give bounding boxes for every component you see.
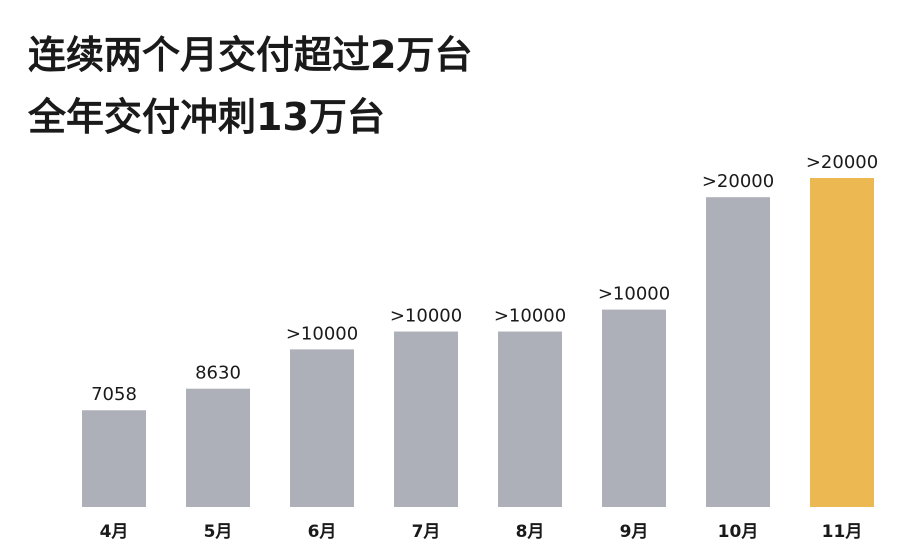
chart-title: 连续两个月交付超过2万台 xyxy=(28,33,472,77)
x-tick-label: 7月 xyxy=(412,522,441,542)
bar xyxy=(290,349,354,507)
x-tick-label: 6月 xyxy=(308,522,337,542)
value-label: >10000 xyxy=(286,323,358,344)
value-label: 8630 xyxy=(195,363,241,384)
value-label: 7058 xyxy=(91,384,137,405)
bar xyxy=(394,331,458,507)
value-label: >20000 xyxy=(806,152,878,173)
x-tick-label: 8月 xyxy=(516,522,545,542)
x-tick-label: 9月 xyxy=(620,522,649,542)
bar xyxy=(82,410,146,507)
bar xyxy=(706,197,770,508)
value-label: >10000 xyxy=(390,306,462,327)
bar xyxy=(498,331,562,507)
value-label: >10000 xyxy=(598,284,670,305)
x-tick-label: 11月 xyxy=(822,522,863,542)
x-tick-label: 10月 xyxy=(718,522,759,542)
chart-title: 全年交付冲刺13万台 xyxy=(27,95,385,139)
bar xyxy=(810,178,874,507)
value-label: >20000 xyxy=(702,171,774,192)
bar xyxy=(602,309,666,507)
x-tick-label: 4月 xyxy=(100,522,129,542)
value-label: >10000 xyxy=(494,306,566,327)
bar xyxy=(186,388,250,507)
x-tick-label: 5月 xyxy=(204,522,233,542)
